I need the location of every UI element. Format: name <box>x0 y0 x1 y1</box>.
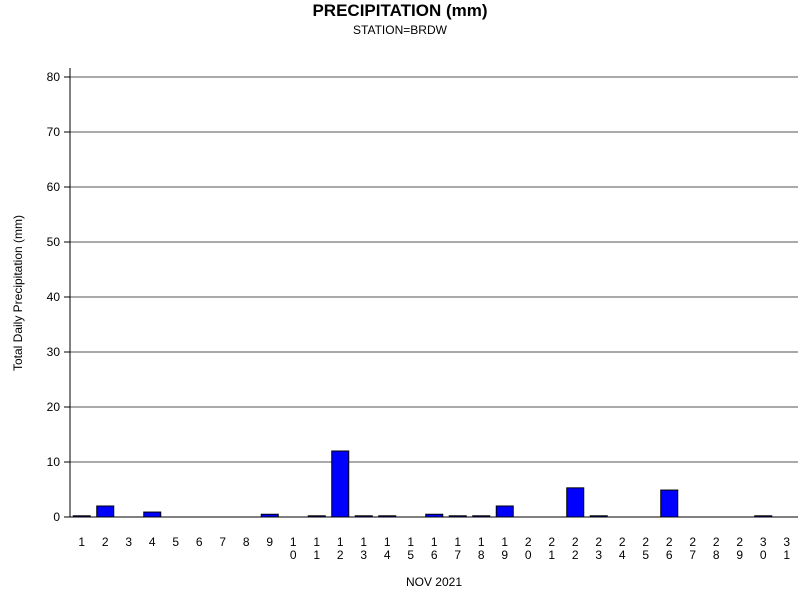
bar-day-2 <box>96 505 115 518</box>
y-tick-label: 70 <box>47 125 61 139</box>
x-tick-label: 5 <box>172 535 179 549</box>
x-tick-label: 2 <box>102 535 109 549</box>
y-tick-label: 30 <box>47 345 61 359</box>
y-tick-labels: 0 10 20 30 40 50 60 70 80 <box>47 70 61 524</box>
y-tick-label: 80 <box>47 70 61 84</box>
x-tick-labels: 1 2 3 4 5 6 7 8 9 1 01 11 21 31 41 51 61 71 81 92 02 12 22 32 42… <box>78 535 790 562</box>
y-tick-label: 20 <box>47 400 61 414</box>
bar-day-19 <box>495 505 514 518</box>
x-tick-label: 8 <box>243 535 250 549</box>
axes <box>64 68 798 518</box>
chart-subtitle: STATION=BRDW <box>353 23 447 37</box>
y-tick-label: 60 <box>47 180 61 194</box>
bar-day-22 <box>566 487 585 518</box>
bar-day-12 <box>331 450 350 518</box>
y-tick-label: 50 <box>47 235 61 249</box>
x-axis-label: NOV 2021 <box>405 575 463 589</box>
x-tick-label: 7 <box>219 535 226 549</box>
x-tick-label: 6 <box>196 535 203 549</box>
y-tick-label: 0 <box>53 510 60 524</box>
chart-title: PRECIPITATION (mm) <box>312 1 488 20</box>
y-tick-label: 40 <box>47 290 61 304</box>
bar-group <box>72 450 773 518</box>
x-tick-label: 4 <box>149 535 156 549</box>
bar-day-26 <box>660 489 679 518</box>
y-tick-label: 10 <box>47 455 61 469</box>
grid-lines <box>70 76 798 463</box>
y-axis-label: Total Daily Precipitation (mm) <box>11 214 25 372</box>
x-tick-label: 1 <box>78 535 85 549</box>
bar-day-4 <box>143 511 162 518</box>
x-tick-label: 9 <box>266 535 273 549</box>
x-tick-label: 3 <box>125 535 132 549</box>
